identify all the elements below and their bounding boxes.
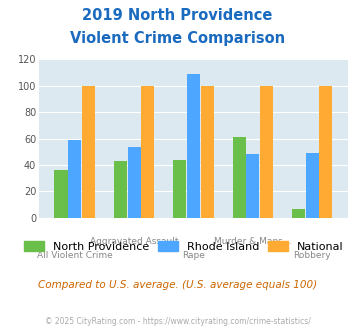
Text: Murder & Mans...: Murder & Mans... (214, 237, 291, 246)
Bar (260, 86, 273, 218)
Bar (246, 154, 260, 218)
Text: 2019 North Providence: 2019 North Providence (82, 8, 273, 23)
Bar (187, 74, 200, 218)
Text: All Violent Crime: All Violent Crime (37, 251, 113, 260)
Bar (55, 170, 67, 218)
Text: © 2025 CityRating.com - https://www.cityrating.com/crime-statistics/: © 2025 CityRating.com - https://www.city… (45, 317, 310, 326)
Bar (127, 147, 141, 218)
Text: Aggravated Assault: Aggravated Assault (90, 237, 178, 246)
Bar (320, 86, 332, 218)
Bar (173, 160, 186, 218)
Bar (114, 161, 127, 218)
Legend: North Providence, Rhode Island, National: North Providence, Rhode Island, National (20, 237, 348, 256)
Bar (292, 209, 305, 218)
Bar (141, 86, 154, 218)
Bar (306, 153, 319, 218)
Text: Violent Crime Comparison: Violent Crime Comparison (70, 31, 285, 46)
Text: Robbery: Robbery (294, 251, 331, 260)
Bar (201, 86, 214, 218)
Bar (82, 86, 95, 218)
Text: Compared to U.S. average. (U.S. average equals 100): Compared to U.S. average. (U.S. average … (38, 280, 317, 290)
Text: Rape: Rape (182, 251, 205, 260)
Bar (68, 140, 81, 218)
Bar (233, 137, 246, 218)
